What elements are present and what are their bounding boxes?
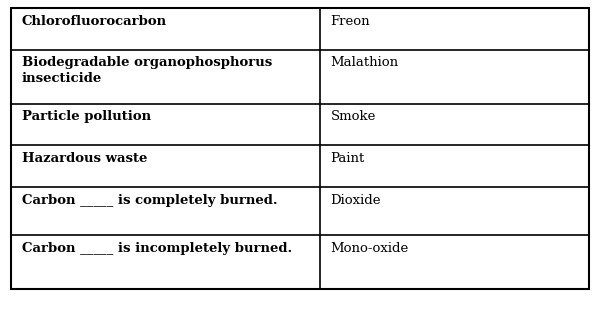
Text: Mono-oxide: Mono-oxide: [331, 242, 409, 255]
Text: Hazardous waste: Hazardous waste: [22, 152, 147, 165]
Text: Carbon _____ is completely burned.: Carbon _____ is completely burned.: [22, 194, 277, 207]
Text: Dioxide: Dioxide: [331, 194, 381, 207]
Bar: [11, 8, 589, 289]
Text: Chlorofluorocarbon: Chlorofluorocarbon: [22, 15, 167, 28]
Text: Biodegradable organophosphorus
insecticide: Biodegradable organophosphorus insectici…: [22, 57, 272, 85]
Text: Carbon _____ is incompletely burned.: Carbon _____ is incompletely burned.: [22, 242, 292, 255]
Text: Smoke: Smoke: [331, 111, 376, 123]
Text: Particle pollution: Particle pollution: [22, 111, 151, 123]
Text: Paint: Paint: [331, 152, 365, 165]
Text: Malathion: Malathion: [331, 57, 399, 69]
Text: Freon: Freon: [331, 15, 370, 28]
